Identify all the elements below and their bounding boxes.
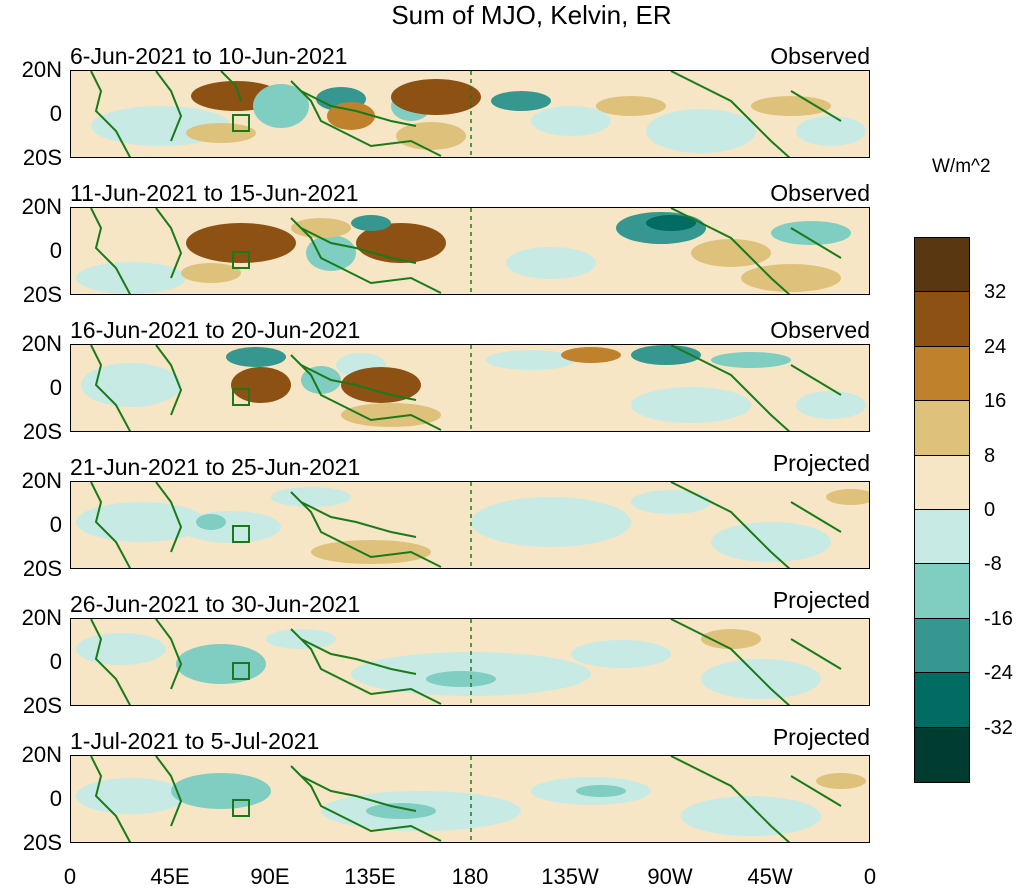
colorbar-segment	[915, 727, 969, 782]
colorbar	[914, 237, 970, 783]
map-panel-3	[70, 344, 870, 432]
lat-label: 20S	[22, 830, 62, 855]
map-panel-5	[70, 618, 870, 706]
lat-label: 20S	[22, 693, 62, 718]
lat-label: 20N	[21, 57, 62, 82]
colorbar-segment	[915, 238, 969, 293]
colorbar-segment	[915, 618, 969, 674]
colorbar-segment	[915, 564, 969, 619]
colorbar-tick-label: -16	[984, 607, 1013, 630]
colorbar-tick-label: 24	[984, 335, 1007, 358]
panel-4-period: 21-Jun-2021 to 25-Jun-2021	[70, 454, 361, 480]
colorbar-tick-label: -24	[984, 662, 1013, 685]
map-panel-1	[70, 70, 870, 158]
panel-3-status: Observed	[770, 317, 870, 343]
anomaly-contours	[91, 79, 866, 153]
lat-label: 20S	[22, 419, 62, 444]
lon-label: 0	[863, 864, 877, 889]
lat-label: 0	[49, 375, 62, 400]
panel-1-period: 6-Jun-2021 to 10-Jun-2021	[70, 43, 348, 69]
lat-label: 0	[49, 786, 62, 811]
panel-6-status: Projected	[772, 724, 870, 750]
lon-label: 45W	[747, 864, 793, 889]
panel-1-status: Observed	[770, 43, 870, 69]
lat-label: 20S	[22, 556, 62, 581]
lat-label: 20N	[21, 194, 62, 219]
lat-label: 20N	[21, 742, 62, 767]
colorbar-segment	[915, 673, 969, 728]
lon-label: 135E	[344, 864, 396, 889]
map-panel-4	[70, 481, 870, 569]
lat-label: 0	[49, 649, 62, 674]
panel-5-period: 26-Jun-2021 to 30-Jun-2021	[70, 591, 361, 617]
coastlines	[90, 71, 842, 157]
lon-label: 0	[63, 864, 77, 889]
colorbar-tick-label: 16	[984, 390, 1007, 413]
colorbar-tick-label: 0	[984, 499, 996, 521]
lat-label: 20N	[21, 331, 62, 356]
lon-label: 135W	[541, 864, 599, 889]
panel-5-status: Projected	[772, 587, 870, 613]
panel-4-status: Projected	[772, 450, 870, 476]
lat-label: 20S	[22, 282, 62, 307]
panel-2-status: Observed	[770, 180, 870, 206]
lon-label: 45E	[150, 864, 190, 889]
colorbar-tick-label: 8	[984, 444, 996, 467]
colorbar-tick-label: -8	[984, 553, 1002, 576]
colorbar-segment	[915, 455, 969, 510]
map-panel-2	[70, 207, 870, 295]
lat-label: 20N	[21, 468, 62, 493]
figure-title: Sum of MJO, Kelvin, ER	[391, 0, 672, 30]
lon-label: 90W	[647, 864, 693, 889]
panel-2-period: 11-Jun-2021 to 15-Jun-2021	[70, 180, 359, 206]
colorbar-segment	[915, 346, 969, 402]
lat-label: 20S	[22, 145, 62, 170]
lat-label: 0	[49, 101, 62, 126]
panel-6-period: 1-Jul-2021 to 5-Jul-2021	[70, 728, 320, 754]
colorbar-units: W/m^2	[932, 156, 991, 177]
map-panel-6	[70, 755, 870, 843]
lat-label: 20N	[21, 605, 62, 630]
colorbar-segment	[915, 401, 969, 456]
colorbar-segment	[915, 510, 969, 565]
panel-3-period: 16-Jun-2021 to 20-Jun-2021	[70, 317, 361, 343]
lon-label: 180	[451, 864, 489, 889]
lat-label: 0	[49, 512, 62, 537]
colorbar-segment	[915, 292, 969, 347]
lat-label: 0	[49, 238, 62, 263]
lon-label: 90E	[250, 864, 290, 889]
colorbar-tick-label: 32	[984, 281, 1007, 304]
colorbar-tick-label: -32	[984, 716, 1013, 739]
